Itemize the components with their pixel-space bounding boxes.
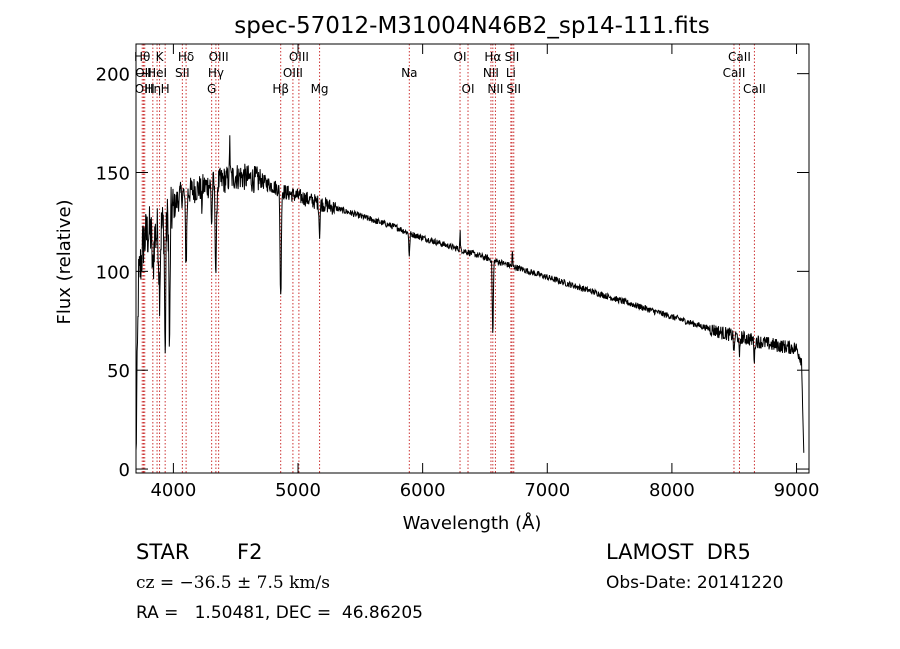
line-marker-label: OI	[462, 82, 475, 96]
line-marker-label: OIII	[209, 50, 229, 64]
line-marker-label: Hβ	[272, 82, 289, 96]
line-marker-label: CaII	[728, 50, 751, 64]
line-marker-label: CaII	[723, 66, 746, 80]
y-axis: 0 50 100 150 200	[96, 65, 809, 481]
plot-frame	[135, 43, 810, 474]
coordinates: RA = 1.50481, DEC = 46.86205	[136, 603, 423, 623]
line-marker-label: NII	[487, 82, 503, 96]
y-tick-label: 150	[96, 164, 130, 185]
line-marker-label: Mg	[311, 82, 329, 96]
line-marker-label: G	[207, 82, 216, 96]
line-markers	[141, 44, 755, 473]
spectrum-line	[135, 135, 805, 453]
object-subclass: F2	[237, 540, 263, 564]
redshift-value: cz = −36.5 ± 7.5 km/s	[136, 573, 330, 593]
line-marker-label: Hη	[145, 82, 162, 96]
chart-title: spec-57012-M31004N46B2_sp14-111.fits	[234, 13, 709, 39]
line-marker-label: SII	[505, 50, 520, 64]
obs-date: Obs-Date: 20141220	[606, 573, 784, 593]
line-marker-label: OIII	[135, 82, 155, 96]
line-marker-label: NII	[483, 66, 499, 80]
line-marker-label: Hδ	[178, 50, 194, 64]
y-tick-label: 200	[96, 65, 130, 86]
object-class: STAR	[136, 540, 190, 564]
y-tick-label: 0	[119, 460, 130, 481]
x-tick-label: 8000	[649, 480, 695, 501]
line-marker-label: OIII	[283, 66, 303, 80]
line-marker-label: SII	[506, 82, 521, 96]
line-marker-label: H	[161, 82, 170, 96]
x-axis: 4000 5000 6000 7000 8000 9000	[150, 44, 819, 501]
y-tick-label: 100	[96, 262, 130, 283]
line-marker-label: HeI	[147, 66, 167, 80]
y-tick-label: 50	[107, 361, 130, 382]
line-marker-label: Hθ	[134, 50, 150, 64]
x-tick-label: 7000	[524, 480, 570, 501]
line-marker-label: SII	[175, 66, 190, 80]
x-tick-label: 5000	[275, 480, 321, 501]
x-tick-label: 4000	[150, 480, 196, 501]
line-marker-label: Hγ	[208, 66, 224, 80]
line-marker-label: Na	[401, 66, 417, 80]
line-marker-label: OIII	[289, 50, 309, 64]
survey-name: LAMOST DR5	[606, 540, 751, 564]
line-marker-label: CaII	[743, 82, 766, 96]
line-marker-label: Li	[506, 66, 516, 80]
line-marker-label: OII	[135, 66, 152, 80]
y-axis-label: Flux (relative)	[54, 199, 75, 324]
x-tick-label: 6000	[400, 480, 446, 501]
line-marker-label: OI	[454, 50, 467, 64]
x-axis-label: Wavelength (Å)	[403, 512, 542, 534]
x-tick-label: 9000	[774, 480, 820, 501]
line-marker-label: K	[156, 50, 165, 64]
line-marker-label: Hα	[484, 50, 501, 64]
line-marker-labels: HθOIIOIIIHηHeIKHSIIHδGHγOIIIHβOIIIOIIIMg…	[134, 50, 766, 96]
